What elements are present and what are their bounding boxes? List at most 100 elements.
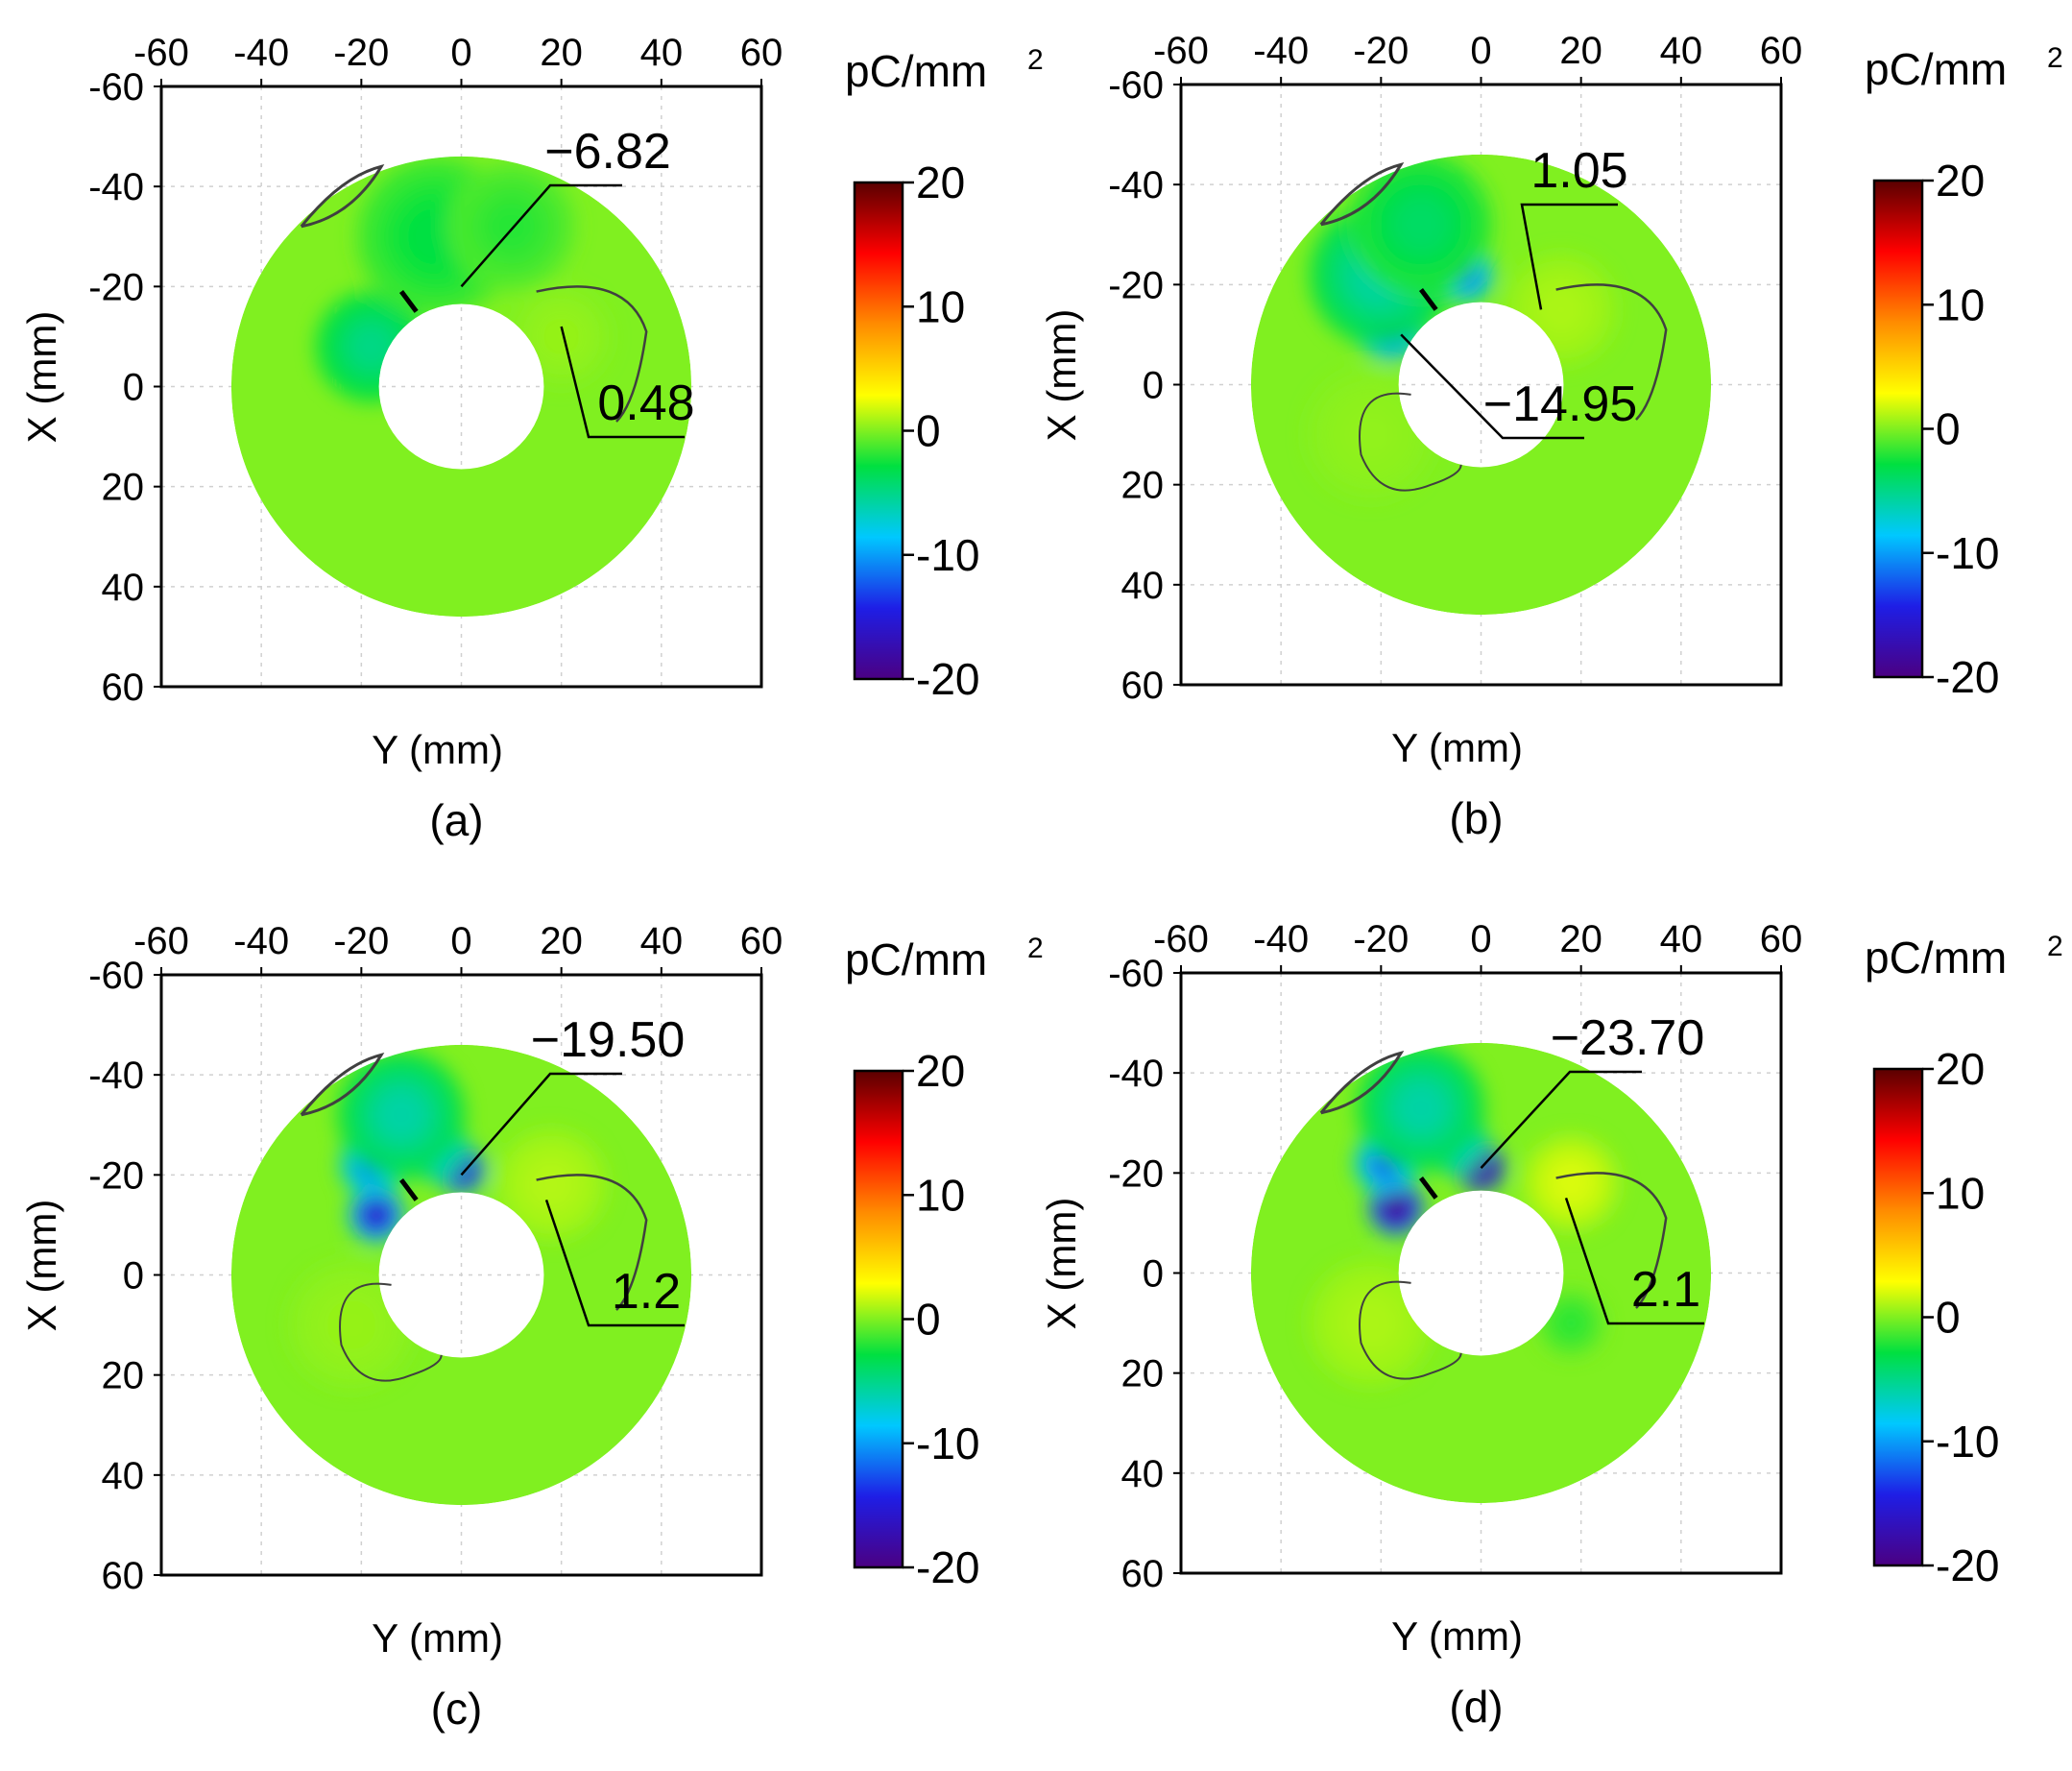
colorbar-tick-label: 20: [916, 158, 965, 207]
density-blobs: [1307, 154, 1618, 499]
colorbar-tick-label: -20: [916, 1542, 979, 1592]
colorbar-title-superscript: 2: [1027, 44, 1044, 76]
annotation-leader: [460, 1072, 622, 1177]
density-blob: [1346, 1298, 1396, 1348]
x-tick-label: 20: [540, 920, 583, 962]
y-tick-label: -40: [1108, 164, 1164, 206]
contour-line: [300, 163, 385, 229]
contour-line: [1319, 161, 1405, 227]
density-blob: [1346, 410, 1396, 460]
colorbar-scale: [853, 1069, 904, 1569]
panel-label: (a): [429, 795, 483, 845]
x-tick-label: 40: [1660, 918, 1703, 960]
y-axis-label: X (mm): [19, 311, 64, 444]
colorbar-scale: [1872, 179, 1924, 679]
x-tick-label: -40: [233, 32, 289, 74]
panel-label: (c): [431, 1684, 483, 1734]
y-tick-label: 60: [1121, 665, 1165, 707]
x-tick-label: -40: [1253, 918, 1309, 960]
y-tick-label: 0: [1143, 1253, 1164, 1296]
colorbar-tick-label: 10: [916, 281, 965, 331]
annotation-leader: [1564, 1197, 1704, 1325]
x-tick-label: -60: [1153, 30, 1209, 72]
density-blob: [365, 1203, 388, 1226]
colorbar-tick-label: 20: [1936, 1044, 1985, 1094]
y-tick-label: 20: [1121, 1353, 1165, 1395]
density-blobs: [1307, 1043, 1620, 1388]
contour-line: [1555, 1172, 1668, 1309]
annotation-leader: [544, 1199, 685, 1327]
annotation-leader: [1480, 1070, 1642, 1169]
y-tick-label: 20: [1121, 465, 1165, 507]
y-tick-label: -20: [88, 266, 144, 308]
contour-line: [536, 1174, 648, 1311]
density-blob: [542, 318, 580, 355]
probe-marker: [1418, 1177, 1438, 1200]
y-tick-label: -60: [88, 955, 144, 997]
contour-line: [1555, 283, 1668, 421]
colorbar: 20 10 0 -10 -20 pC/mm 2: [1865, 931, 2063, 1590]
annotation-label: −19.50: [531, 1012, 686, 1068]
probe-marker: [398, 290, 419, 313]
colorbar-title: pC/mm: [845, 46, 987, 96]
colorbar-tick-label: -20: [1936, 652, 1999, 702]
x-tick-label: -20: [1353, 30, 1409, 72]
y-tick-label: -60: [88, 66, 144, 109]
colorbar-tick-label: 0: [916, 1295, 941, 1345]
annotation-label: −6.82: [544, 124, 671, 180]
colorbar-tick-label: 0: [1936, 404, 1961, 454]
density-blob: [326, 1300, 376, 1350]
x-tick-label: -60: [133, 920, 189, 962]
x-tick-label: -20: [1353, 918, 1409, 960]
colorbar-title-superscript: 2: [2047, 931, 2063, 962]
y-tick-label: -40: [88, 1055, 144, 1097]
annotation-label: 1.2: [612, 1264, 681, 1320]
density-blob: [349, 325, 393, 369]
density-blob: [1385, 1197, 1408, 1219]
colorbar-tick-label: 0: [1936, 1293, 1961, 1343]
colorbar: 20 10 0 -10 -20 pC/mm 2: [845, 933, 1044, 1592]
annotation-label: 1.05: [1530, 143, 1627, 199]
x-tick-label: 0: [450, 32, 471, 74]
x-axis-label: Y (mm): [1391, 725, 1523, 770]
colorbar-tick-label: 20: [1936, 156, 1985, 206]
annotation-label: 2.1: [1631, 1262, 1700, 1318]
x-tick-label: 0: [1470, 30, 1491, 72]
annotation-leader: [1520, 203, 1618, 310]
x-axis-label: Y (mm): [372, 727, 503, 772]
colorbar-title: pC/mm: [845, 934, 987, 984]
x-tick-label: 40: [1660, 30, 1703, 72]
colorbar-scale: [853, 181, 904, 681]
colorbar-tick-label: -10: [1936, 528, 1999, 578]
colorbar-title: pC/mm: [1865, 44, 2007, 94]
y-axis-label: X (mm): [1039, 1198, 1084, 1330]
x-tick-label: 40: [640, 32, 684, 74]
y-tick-label: 40: [1121, 1453, 1165, 1495]
y-axis-label: X (mm): [1039, 309, 1084, 442]
colorbar-tick-label: 10: [1936, 279, 1985, 329]
x-tick-label: 0: [1470, 918, 1491, 960]
y-tick-label: -40: [1108, 1053, 1164, 1095]
y-tick-label: 60: [102, 667, 145, 709]
y-tick-label: 40: [102, 567, 145, 609]
colorbar-scale: [1872, 1067, 1924, 1567]
colorbar-tick-label: 20: [916, 1046, 965, 1096]
y-tick-label: 40: [1121, 565, 1165, 607]
colorbar-tick-label: -10: [1936, 1417, 1999, 1467]
y-tick-label: -60: [1108, 64, 1164, 107]
annotation-label: −23.70: [1551, 1010, 1705, 1066]
contour-line: [300, 1052, 385, 1117]
x-tick-label: 0: [450, 920, 471, 962]
x-tick-label: 20: [1559, 30, 1602, 72]
y-tick-label: 20: [102, 1355, 145, 1397]
y-tick-label: 0: [123, 367, 144, 409]
y-tick-label: -40: [88, 166, 144, 208]
probe-marker: [398, 1178, 419, 1201]
annotation-leader: [460, 183, 622, 288]
contour-line: [339, 1282, 443, 1382]
panel-label: (d): [1449, 1682, 1503, 1732]
colorbar-tick-label: -20: [916, 654, 979, 704]
y-tick-label: -20: [1108, 264, 1164, 306]
